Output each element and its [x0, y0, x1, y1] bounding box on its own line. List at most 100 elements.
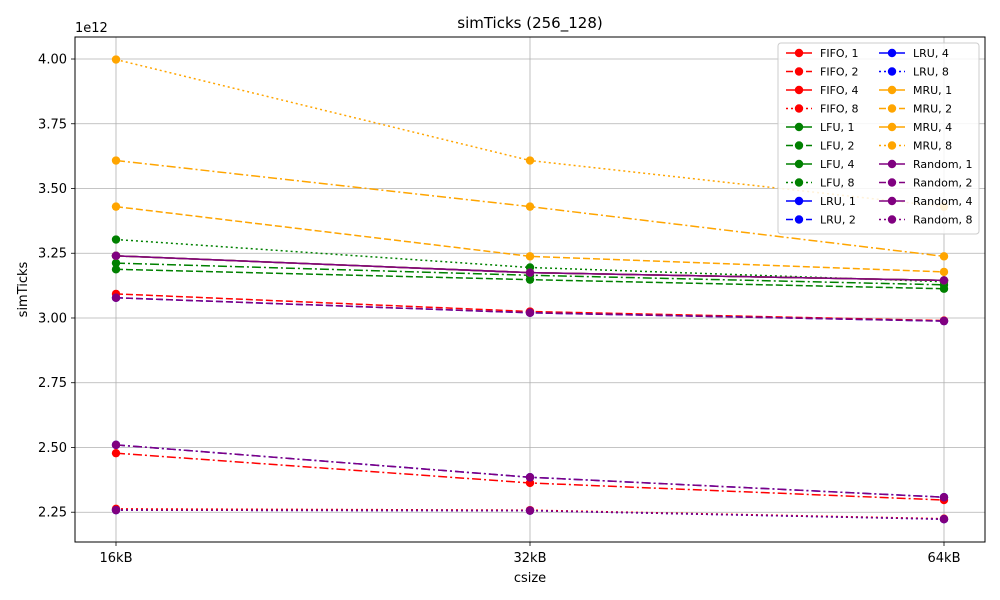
- legend-item: Random, 1: [879, 158, 973, 171]
- legend-label: LRU, 1: [820, 195, 856, 208]
- series: [111, 293, 949, 326]
- legend-label: MRU, 1: [913, 84, 952, 97]
- legend-marker: [887, 178, 897, 187]
- legend-item: FIFO, 8: [786, 103, 859, 116]
- legend-item: LRU, 1: [786, 195, 856, 208]
- data-point: [111, 156, 121, 165]
- legend-marker: [794, 104, 804, 113]
- legend-marker: [794, 85, 804, 95]
- legend-marker: [794, 159, 804, 169]
- legend-marker: [887, 104, 897, 113]
- data-point: [111, 265, 121, 274]
- series-layer: [111, 55, 949, 524]
- legend-item: LRU, 4: [879, 47, 949, 60]
- data-point: [939, 515, 949, 524]
- legend-label: Random, 4: [913, 195, 973, 208]
- legend-label: FIFO, 2: [820, 66, 859, 79]
- legend-marker: [887, 215, 897, 224]
- data-point: [111, 202, 121, 211]
- legend-label: Random, 1: [913, 158, 973, 171]
- data-point: [111, 55, 121, 64]
- data-point: [939, 267, 949, 277]
- series-line: [115, 238, 945, 283]
- y-tick-label: 3.50: [38, 182, 67, 197]
- legend-label: MRU, 4: [913, 121, 952, 134]
- data-point: [525, 506, 535, 515]
- legend-item: Random, 8: [879, 214, 973, 227]
- x-tick-label: 16kB: [100, 551, 133, 566]
- legend-item: MRU, 1: [879, 84, 952, 97]
- data-point: [525, 268, 535, 277]
- data-point: [111, 258, 121, 268]
- series: [111, 156, 949, 261]
- legend-label: FIFO, 4: [820, 84, 859, 97]
- x-tick-label: 32kB: [514, 551, 547, 566]
- legend-marker: [887, 196, 897, 206]
- legend-marker: [887, 67, 897, 76]
- y-tick-label: 2.75: [38, 376, 67, 391]
- legend-item: FIFO, 2: [786, 66, 859, 79]
- series-line: [115, 509, 945, 520]
- series: [111, 251, 949, 285]
- x-tick-label: 64kB: [928, 551, 961, 566]
- series: [111, 440, 949, 502]
- legend-item: MRU, 8: [879, 140, 952, 153]
- data-point: [525, 202, 535, 211]
- legend-label: LRU, 2: [820, 214, 856, 227]
- data-point: [939, 252, 949, 261]
- legend-item: MRU, 2: [879, 103, 952, 116]
- data-point: [525, 308, 535, 318]
- data-point: [111, 293, 121, 302]
- data-point: [525, 156, 535, 165]
- legend-label: LRU, 4: [913, 47, 949, 60]
- chart-title: simTicks (256_128): [457, 14, 602, 33]
- legend-item: LFU, 4: [786, 158, 855, 171]
- legend-marker: [887, 141, 897, 150]
- data-point: [111, 235, 121, 244]
- legend-marker: [794, 141, 804, 150]
- data-point: [939, 492, 949, 502]
- legend-item: Random, 2: [879, 177, 973, 190]
- legend-label: LFU, 2: [820, 140, 855, 153]
- data-point: [525, 473, 535, 482]
- y-tick-label: 3.75: [38, 117, 67, 132]
- legend-marker: [794, 122, 804, 132]
- x-axis-label: csize: [514, 571, 546, 586]
- legend-label: MRU, 2: [913, 103, 952, 116]
- legend-item: Random, 4: [879, 195, 973, 208]
- data-point: [111, 251, 121, 261]
- legend-marker: [794, 178, 804, 187]
- legend-item: FIFO, 1: [786, 47, 859, 60]
- data-point: [111, 440, 121, 450]
- data-point: [111, 448, 121, 458]
- legend-marker: [794, 48, 804, 58]
- legend-label: MRU, 8: [913, 140, 952, 153]
- legend-marker: [794, 196, 804, 206]
- data-point: [939, 316, 949, 326]
- legend-marker: [887, 122, 897, 132]
- legend-marker: [887, 159, 897, 169]
- legend-item: LFU, 8: [786, 177, 855, 190]
- legend-marker: [887, 48, 897, 58]
- tick-layer: 16kB 32kB 64kB 2.25 2.50 2.75 3.00 3.25 3.50 3.75…: [38, 53, 960, 566]
- legend-item: LRU, 2: [786, 214, 856, 227]
- legend-label: FIFO, 8: [820, 103, 859, 116]
- data-point: [111, 505, 121, 515]
- series: [111, 505, 949, 524]
- legend-item: LRU, 8: [879, 66, 949, 79]
- legend-label: Random, 8: [913, 214, 973, 227]
- legend-box: [777, 42, 980, 235]
- legend-label: LFU, 8: [820, 177, 855, 190]
- series: [111, 202, 949, 277]
- y-axis-offset-label: 1e12: [75, 21, 108, 36]
- legend-marker: [794, 67, 804, 76]
- legend-marker: [794, 215, 804, 224]
- data-point: [525, 252, 535, 261]
- y-tick-label: 4.00: [38, 53, 67, 68]
- legend-item: LFU, 1: [786, 121, 855, 134]
- legend-item: LFU, 2: [786, 140, 855, 153]
- y-tick-label: 3.25: [38, 247, 67, 262]
- legend-item: MRU, 4: [879, 121, 952, 134]
